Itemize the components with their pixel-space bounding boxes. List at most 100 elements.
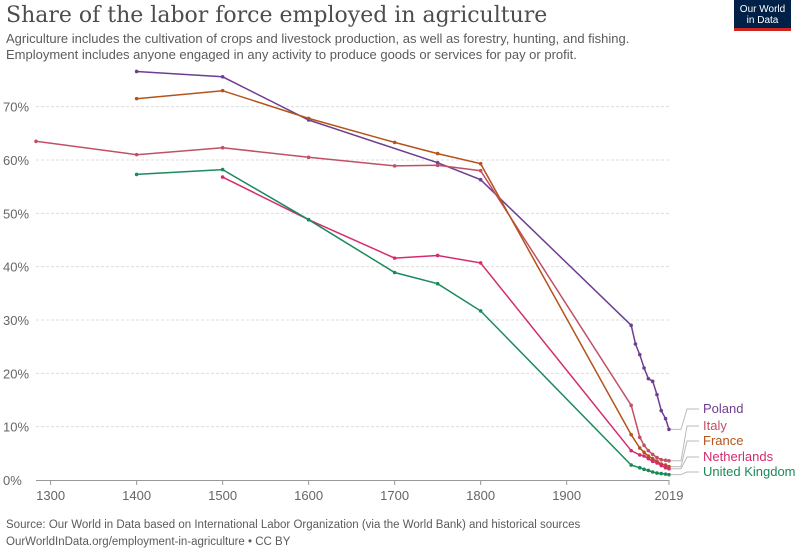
data-point bbox=[435, 253, 440, 258]
data-point bbox=[659, 457, 664, 462]
chart-subtitle: Agriculture includes the cultivation of … bbox=[6, 31, 706, 63]
data-point bbox=[629, 448, 633, 453]
data-point bbox=[667, 472, 671, 477]
data-point bbox=[478, 177, 483, 182]
x-tick-label: 1900 bbox=[552, 488, 581, 503]
series-italy bbox=[34, 139, 671, 463]
series-line bbox=[136, 168, 670, 476]
series-label: France bbox=[703, 433, 743, 448]
data-point bbox=[633, 342, 638, 346]
series-label: United Kingdom bbox=[703, 464, 796, 479]
series-line bbox=[35, 140, 670, 462]
series-line bbox=[222, 176, 670, 470]
data-point bbox=[134, 96, 139, 101]
data-point bbox=[392, 164, 397, 168]
data-point bbox=[659, 471, 664, 476]
x-tick-label: 2019 bbox=[655, 488, 684, 503]
x-tick-label: 1400 bbox=[122, 488, 151, 503]
data-point bbox=[667, 467, 671, 471]
data-point bbox=[220, 88, 225, 93]
data-point bbox=[650, 379, 655, 384]
series-label: Netherlands bbox=[703, 449, 774, 464]
data-point bbox=[663, 416, 668, 421]
chart-title: Share of the labor force employed in agr… bbox=[6, 3, 548, 28]
source-note: Source: Our World in Data based on Inter… bbox=[6, 519, 581, 531]
data-point bbox=[637, 453, 642, 457]
data-point bbox=[478, 168, 483, 173]
y-tick-label: 10% bbox=[3, 420, 29, 435]
series-line bbox=[136, 89, 670, 468]
owid-logo[interactable]: Our World in Data bbox=[734, 0, 791, 31]
data-point bbox=[646, 468, 651, 473]
data-point bbox=[667, 464, 671, 469]
data-point bbox=[306, 217, 311, 222]
y-tick-label: 50% bbox=[3, 206, 29, 221]
data-point bbox=[655, 471, 659, 475]
data-point bbox=[435, 151, 440, 156]
data-point bbox=[646, 448, 651, 453]
data-point bbox=[134, 152, 139, 157]
data-point bbox=[306, 118, 311, 122]
data-point bbox=[220, 167, 225, 172]
series-united-kingdom bbox=[134, 167, 671, 477]
y-axis-labels: 0% 10% 20% 30% 40% 50% 60% 70% bbox=[3, 100, 29, 488]
logo-line-1: Our World bbox=[739, 4, 786, 15]
y-tick-label: 40% bbox=[3, 260, 29, 275]
logo-line-2: in Data bbox=[746, 15, 779, 26]
data-point bbox=[435, 163, 440, 168]
series-label: Poland bbox=[703, 401, 743, 416]
data-point bbox=[392, 270, 397, 275]
data-point bbox=[650, 459, 655, 464]
data-point bbox=[637, 446, 642, 450]
series-france bbox=[134, 88, 671, 469]
data-point bbox=[659, 408, 664, 413]
data-point bbox=[646, 376, 651, 381]
data-point bbox=[134, 69, 139, 74]
x-tick-label: 1800 bbox=[466, 488, 495, 503]
data-point bbox=[659, 462, 664, 466]
y-gridlines bbox=[36, 106, 669, 428]
data-point bbox=[306, 217, 311, 222]
label-connector bbox=[671, 408, 699, 430]
data-point bbox=[392, 140, 397, 145]
series-label: Italy bbox=[703, 418, 727, 433]
data-point bbox=[655, 392, 659, 397]
data-point bbox=[650, 456, 655, 461]
data-point bbox=[655, 461, 659, 465]
data-point bbox=[659, 463, 664, 468]
x-tick-label: 1600 bbox=[294, 488, 323, 503]
data-point bbox=[478, 261, 483, 265]
subtitle-line-2: Employment includes anyone engaged in an… bbox=[6, 47, 577, 62]
label-connector bbox=[671, 425, 699, 462]
data-point bbox=[637, 435, 642, 440]
data-point bbox=[642, 366, 646, 370]
data-point bbox=[478, 309, 483, 313]
data-point bbox=[478, 161, 483, 166]
x-tick-label: 1700 bbox=[380, 488, 409, 503]
data-point bbox=[306, 155, 311, 160]
data-point bbox=[435, 160, 440, 165]
chart-url[interactable]: OurWorldInData.org/employment-in-agricul… bbox=[6, 536, 291, 548]
data-point bbox=[629, 463, 633, 467]
series-netherlands bbox=[220, 175, 671, 471]
data-point bbox=[667, 459, 671, 463]
subtitle-line-1: Agriculture includes the cultivation of … bbox=[6, 31, 630, 46]
data-point bbox=[220, 175, 225, 179]
data-point bbox=[220, 75, 225, 79]
data-point bbox=[134, 172, 139, 177]
series-line bbox=[136, 70, 670, 430]
label-connector bbox=[671, 440, 699, 468]
data-point bbox=[667, 427, 671, 432]
data-point bbox=[392, 256, 397, 260]
chart-footer: Source: Our World in Data based on Inter… bbox=[6, 517, 580, 551]
data-point bbox=[642, 450, 646, 455]
data-point bbox=[663, 458, 668, 463]
data-point bbox=[650, 470, 655, 474]
data-point bbox=[637, 465, 642, 470]
x-tick-label: 1500 bbox=[208, 488, 237, 503]
data-point bbox=[650, 452, 655, 457]
data-point bbox=[646, 456, 651, 461]
y-tick-label: 0% bbox=[3, 473, 22, 488]
